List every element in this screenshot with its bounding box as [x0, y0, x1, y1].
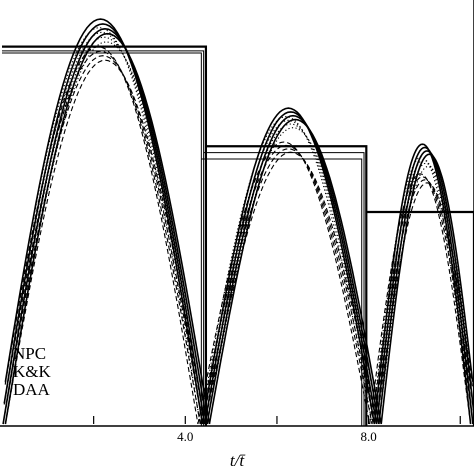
- arc-npc-3-1: [373, 143, 472, 425]
- arc-kk-1-3: [2, 36, 206, 425]
- step-level-kk-1: [2, 50, 205, 426]
- x-axis-title: t/t̄: [230, 451, 246, 470]
- arc-daa-1-4: [4, 59, 206, 425]
- arc-daa-2-1: [197, 141, 371, 425]
- arc-npc-3-2: [375, 146, 474, 425]
- x-tick-label: 4.0: [177, 429, 193, 444]
- step-level-npc-3: [366, 210, 474, 426]
- legend-entry-daa: DAA: [13, 380, 51, 399]
- arc-npc-2-2: [204, 111, 378, 425]
- arc-kk-3-3: [376, 162, 474, 425]
- plot-frame: [0, 0, 474, 427]
- arc-daa-2-3: [201, 148, 375, 425]
- arc-daa-1-3: [2, 55, 204, 425]
- arc-daa-2-2: [199, 144, 373, 425]
- legend: NPC K&K DAA: [13, 344, 52, 399]
- arc-npc-3-3: [378, 150, 474, 425]
- arc-daa-1-2: [3, 50, 201, 425]
- x-tick-label: 8.0: [360, 429, 376, 444]
- arc-daa-3-4: [376, 182, 473, 425]
- arc-npc-1-2: [3, 23, 206, 425]
- arc-daa-1-1: [4, 46, 199, 425]
- arc-daa-2-4: [204, 151, 378, 425]
- arc-kk-2-2: [201, 119, 375, 425]
- arc-daa-3-3: [373, 179, 474, 425]
- arc-npc-1-1: [4, 18, 204, 425]
- arc-daa-3-2: [371, 176, 474, 425]
- arc-kk-2-3: [204, 123, 378, 425]
- step-level-npc-1: [2, 45, 208, 426]
- arc-npc-2-4: [208, 118, 382, 425]
- plot-marks: [2, 18, 474, 426]
- arc-kk-2-4: [206, 127, 380, 425]
- step-level-daa-1: [2, 52, 202, 426]
- arc-npc-2-3: [206, 114, 380, 425]
- step-level-kk-2: [203, 152, 365, 426]
- arc-npc-2-1: [201, 107, 376, 425]
- legend-entry-kk: K&K: [13, 362, 52, 381]
- arc-npc-3-4: [380, 153, 474, 425]
- arc-npc-1-3: [2, 27, 208, 425]
- step-level-npc-2: [205, 145, 368, 426]
- legend-entry-npc: NPC: [13, 344, 46, 363]
- x-axis-ticks: 4.0 8.0: [93, 416, 461, 444]
- arc-kk-3-1: [371, 156, 472, 425]
- arc-daa-3-1: [369, 173, 472, 425]
- arc-kk-1-1: [4, 27, 201, 425]
